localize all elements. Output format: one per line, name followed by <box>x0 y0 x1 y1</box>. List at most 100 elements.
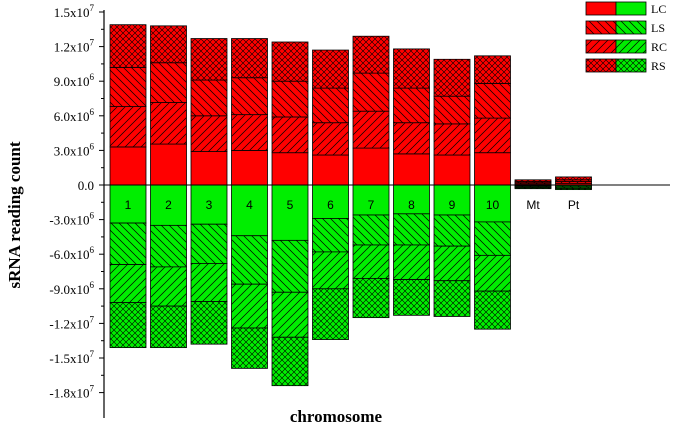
axes-layer: 1.5x107 1.2x107 9.0x106 6.0x106 3.0x106 0.0 -3… <box>49 3 670 418</box>
bar-hatch <box>150 25 187 63</box>
bar-hatch <box>231 77 268 115</box>
bar-hatch <box>555 188 592 190</box>
bar-hatch <box>272 337 308 386</box>
bar-hatch <box>110 223 146 265</box>
legend-swatch-hatch <box>616 59 646 72</box>
category-label: 5 <box>287 198 294 212</box>
bar-segment-lc-red <box>352 147 390 186</box>
bar-hatch <box>555 179 592 182</box>
category-label: Mt <box>526 198 540 212</box>
bar-hatch <box>353 214 389 245</box>
legend: LC LS RC RS <box>585 1 667 73</box>
bar-hatch <box>110 106 146 147</box>
y-tick-label: 0.0 <box>78 178 94 193</box>
y-tick-label: -1.2x107 <box>49 314 94 331</box>
y-tick-label: 6.0x106 <box>54 107 95 124</box>
bar-segment-lc-green <box>352 184 390 216</box>
bar-segment-lc-green <box>474 184 511 223</box>
bar-hatch <box>353 36 389 74</box>
bar-hatch <box>191 301 227 345</box>
bar-hatch <box>272 41 308 82</box>
legend-label: RS <box>651 59 666 73</box>
bar-hatch <box>312 122 349 156</box>
bar-hatch <box>393 88 430 123</box>
bar-segment-lc-red <box>190 151 228 186</box>
bar-segment-lc-green <box>393 184 430 215</box>
bar-hatch <box>191 263 227 302</box>
bar-hatch <box>312 251 349 289</box>
bar-segment-lc-red <box>271 152 309 186</box>
bar-hatch <box>191 115 227 152</box>
bar-hatch <box>191 80 227 116</box>
category-label: 6 <box>327 198 334 212</box>
legend-swatch-hatch <box>586 59 616 72</box>
bar-hatch <box>393 244 430 280</box>
bar-hatch <box>353 244 389 279</box>
bar-hatch <box>191 38 227 81</box>
legend-swatch-hatch <box>586 21 616 34</box>
bar-hatch <box>434 59 470 97</box>
bar-segment-lc-red <box>433 154 471 186</box>
category-label: 4 <box>246 198 253 212</box>
category-label: 2 <box>165 198 172 212</box>
bar-hatch <box>474 118 511 153</box>
bar-hatch <box>555 187 592 189</box>
bar-segment-lc-red <box>231 149 268 186</box>
bar-hatch <box>515 187 551 189</box>
bar-hatch <box>393 48 430 89</box>
bar-hatch <box>474 291 511 330</box>
y-tick-label: -9.0x106 <box>49 280 94 297</box>
legend-label: RC <box>651 40 667 54</box>
bar-hatch <box>353 73 389 112</box>
bar-hatch <box>434 246 470 281</box>
bar-segment-lc-green <box>271 184 309 241</box>
bar-hatch <box>434 280 470 317</box>
category-label: 1 <box>125 198 132 212</box>
legend-label: LS <box>651 21 665 35</box>
bar-hatch <box>110 67 146 107</box>
legend-swatch <box>585 1 617 16</box>
bar-hatch <box>312 288 349 340</box>
bar-hatch <box>515 179 551 182</box>
bar-hatch <box>555 181 592 184</box>
category-label: 7 <box>368 198 375 212</box>
bar-segment-lc-green <box>150 184 187 226</box>
bar-hatch <box>231 114 268 151</box>
y-axis-title: sRNA reading count <box>5 141 24 288</box>
bar-hatch <box>555 176 592 180</box>
y-tick-label: -1.8x107 <box>49 384 94 401</box>
bar-hatch <box>272 116 308 153</box>
bar-segment-lc-red <box>109 146 147 186</box>
bar-segment-lc-red <box>474 152 511 186</box>
bar-hatch <box>272 292 308 338</box>
bar-hatch <box>515 182 551 184</box>
bar-hatch <box>231 328 268 369</box>
bar-segment-lc-red <box>150 143 187 186</box>
legend-swatch-hatch <box>586 40 616 53</box>
y-tick-label: 9.0x106 <box>54 72 95 89</box>
bar-hatch <box>515 185 551 187</box>
category-label: 9 <box>449 198 456 212</box>
bar-hatch <box>353 278 389 318</box>
legend-swatch <box>615 1 647 16</box>
y-tick-label: -6.0x106 <box>49 245 94 262</box>
bar-hatch <box>231 38 268 78</box>
bar-hatch <box>353 111 389 149</box>
category-label: 10 <box>486 198 500 212</box>
y-tick-label: 1.5x107 <box>54 3 95 20</box>
bar-hatch <box>150 266 187 307</box>
bar-hatch <box>434 123 470 156</box>
legend-label: LC <box>651 2 666 16</box>
y-tick-label: -1.5x107 <box>49 349 94 366</box>
bar-hatch <box>312 218 349 252</box>
bar-hatch <box>110 264 146 303</box>
bar-hatch <box>191 224 227 264</box>
bar-hatch <box>272 81 308 117</box>
bar-segment-lc-red <box>312 154 349 186</box>
legend-swatch-hatch <box>616 40 646 53</box>
bar-hatch <box>474 55 511 84</box>
category-label: 8 <box>408 198 415 212</box>
bar-hatch <box>110 24 146 68</box>
bar-hatch <box>312 50 349 89</box>
